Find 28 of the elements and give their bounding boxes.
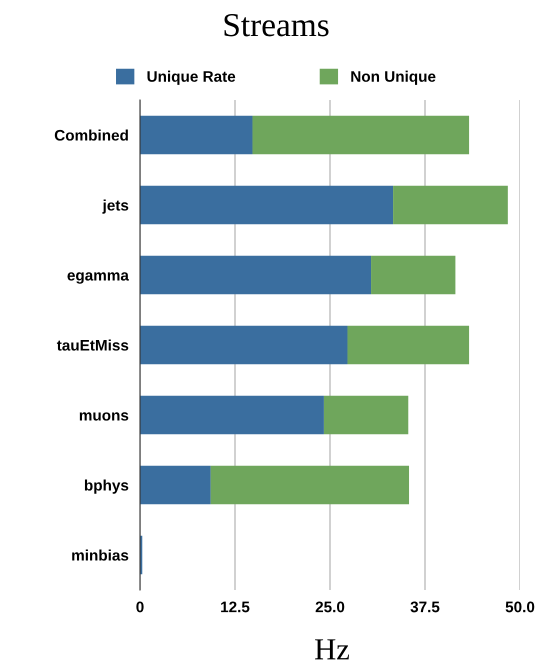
x-tick-label: 37.5 bbox=[410, 602, 440, 612]
bar bbox=[140, 466, 211, 504]
y-tick-label: muons bbox=[80, 412, 128, 421]
y-tick-label: egamma bbox=[67, 272, 129, 284]
x-tick-label: 50.0 bbox=[506, 602, 534, 612]
x-axis-title: Hz bbox=[315, 639, 349, 660]
bar bbox=[252, 116, 470, 154]
bar bbox=[140, 326, 348, 364]
x-tick-label: 25.0 bbox=[316, 602, 344, 612]
y-tick-label: minbias bbox=[72, 549, 128, 561]
bar bbox=[371, 256, 456, 294]
y-tick-label: jets bbox=[102, 199, 128, 214]
y-tick-label: bphys bbox=[84, 479, 128, 494]
y-tick-label: tauEtMiss bbox=[56, 339, 128, 351]
bar bbox=[140, 186, 394, 224]
legend-label: Non Unique bbox=[351, 70, 436, 85]
bar bbox=[347, 326, 470, 364]
bar bbox=[210, 466, 410, 504]
y-tick-label: Combined bbox=[54, 129, 128, 141]
bar bbox=[393, 186, 508, 224]
bar bbox=[324, 396, 408, 434]
chart-title: Streams bbox=[224, 14, 328, 36]
bar bbox=[140, 116, 252, 154]
bar bbox=[140, 256, 372, 294]
legend-label: Unique Rate bbox=[147, 70, 236, 85]
bar bbox=[140, 396, 324, 434]
x-tick-label: 0 bbox=[136, 602, 144, 612]
x-tick-label: 12.5 bbox=[221, 602, 250, 612]
